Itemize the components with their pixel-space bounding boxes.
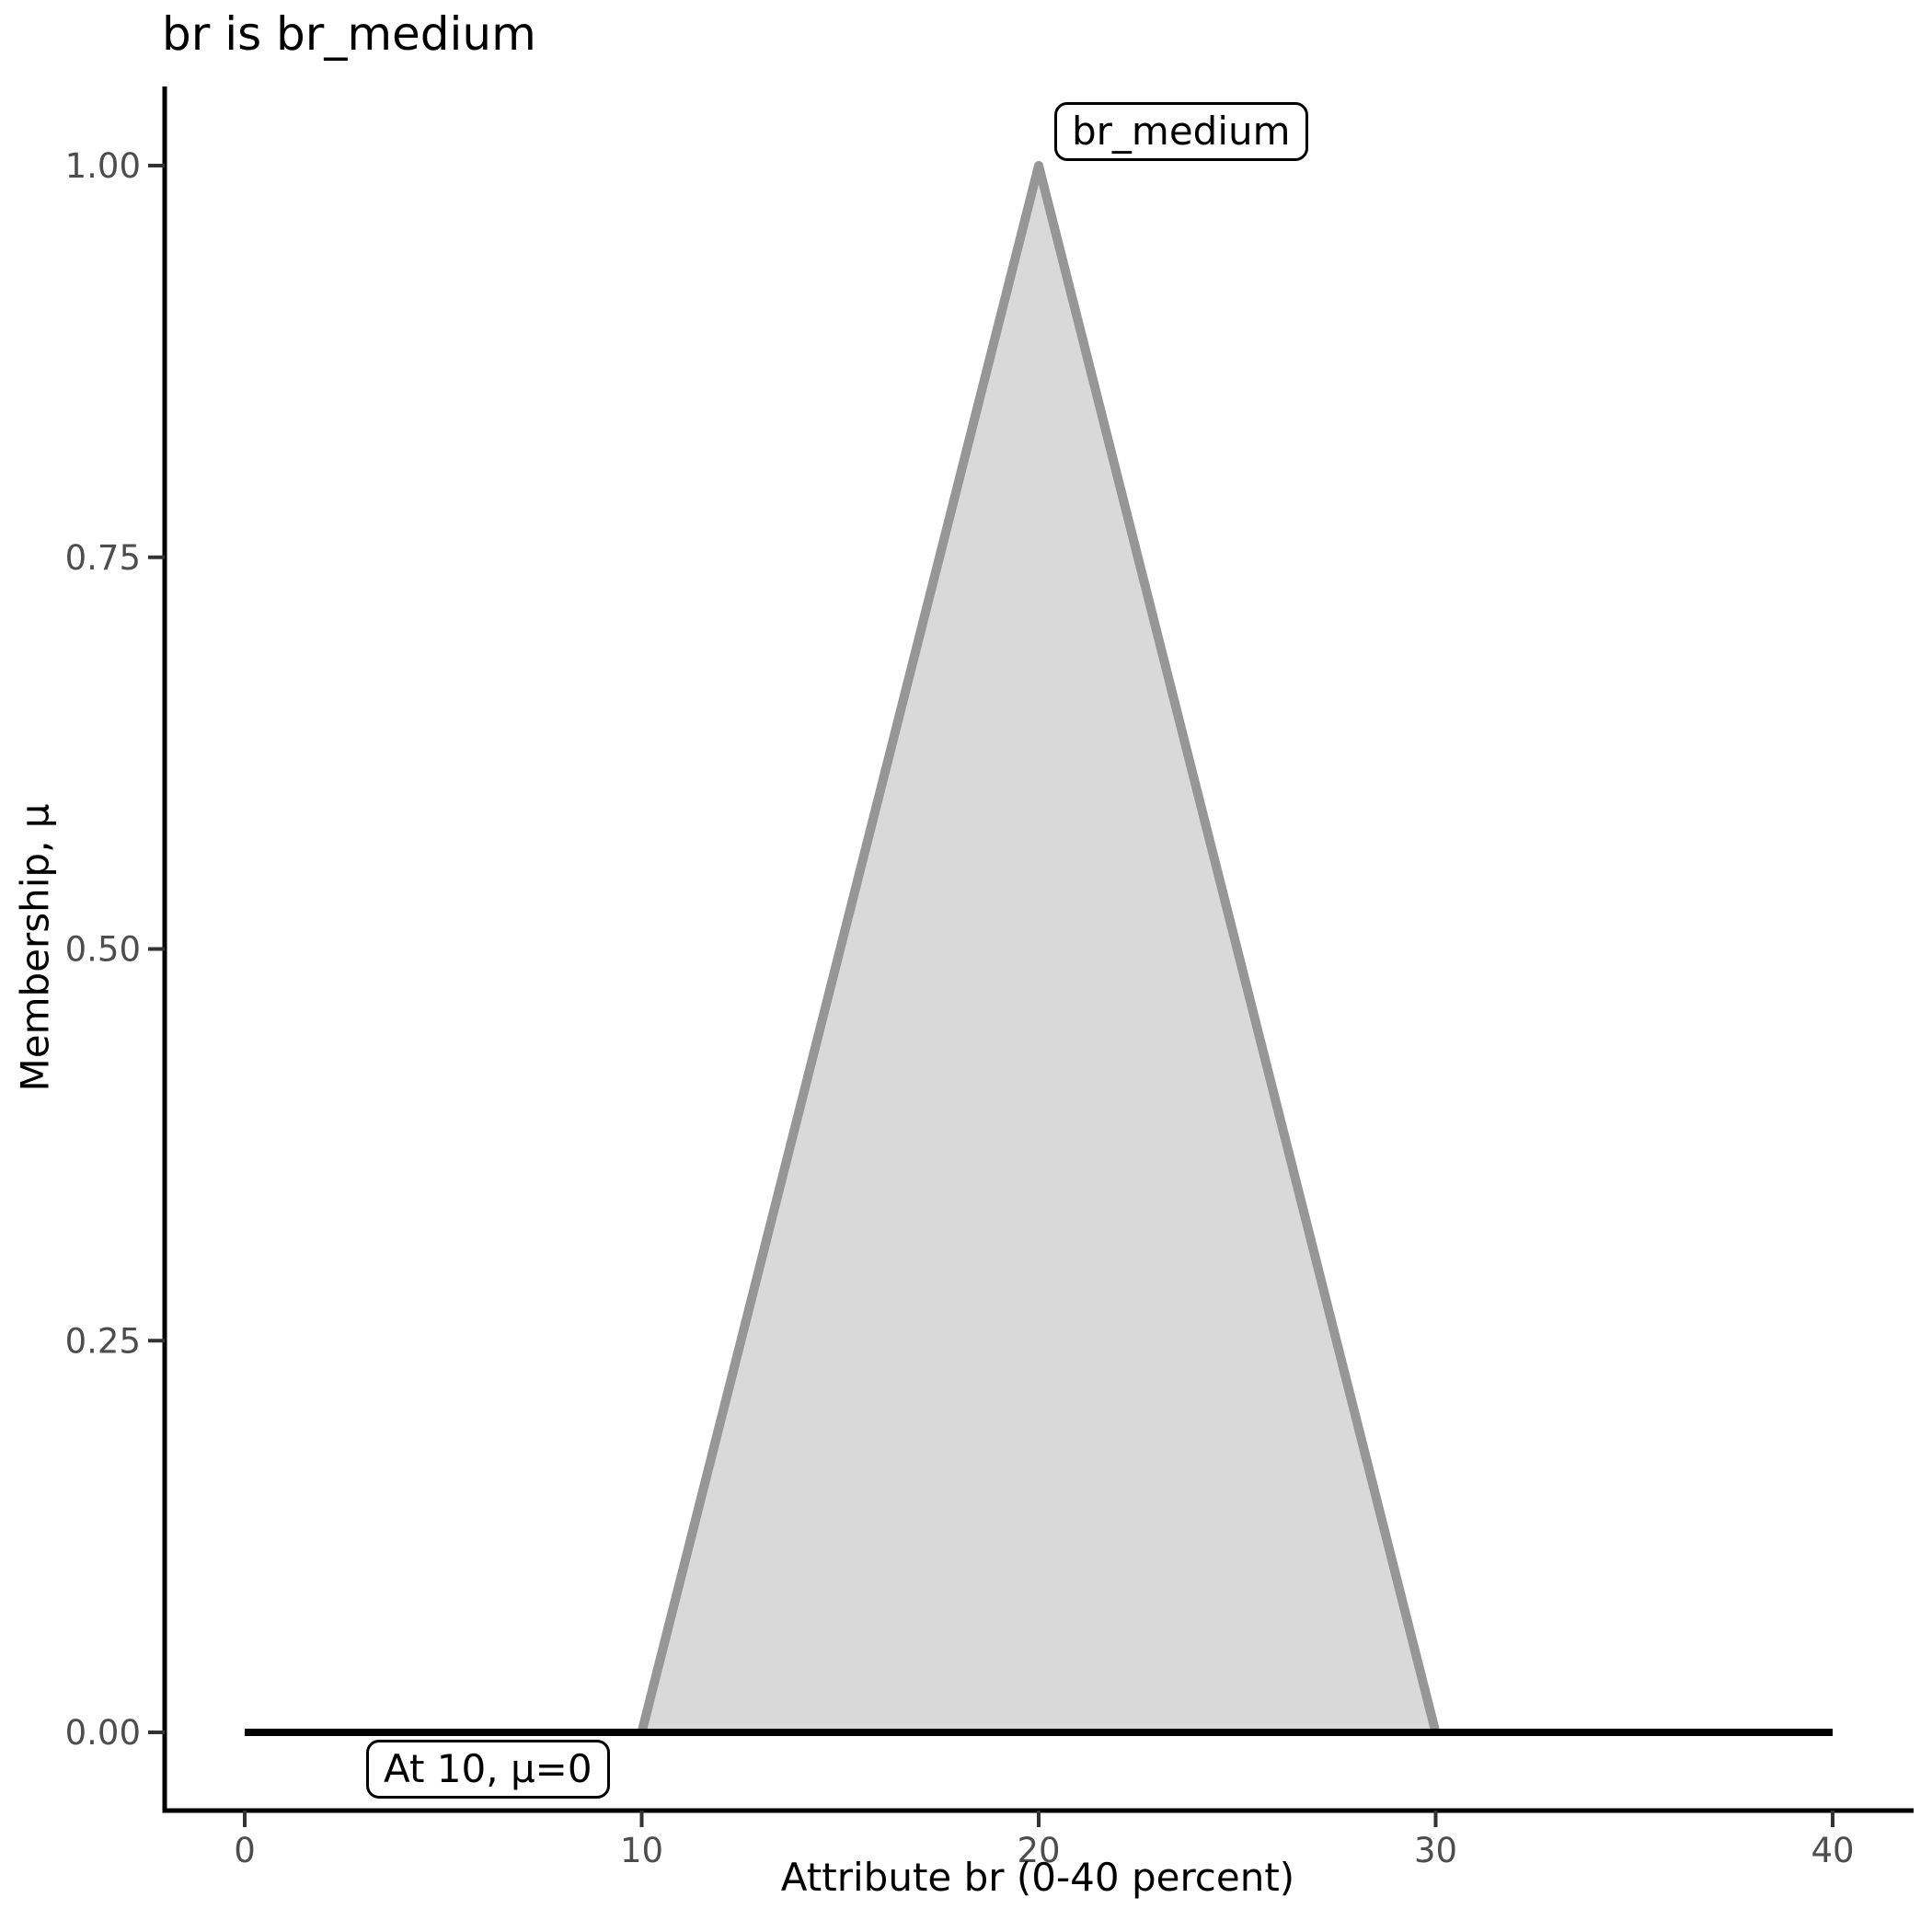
x-tick-label: 10: [620, 1831, 663, 1870]
y-tick-label: 0.25: [65, 1321, 141, 1361]
annotation-at-10-label: At 10, μ=0: [366, 1740, 610, 1800]
x-tick-label: 30: [1414, 1831, 1457, 1870]
x-axis-title: Attribute br (0-40 percent): [780, 1855, 1295, 1900]
membership-outline: [637, 161, 1441, 1734]
y-tick-label: 0.50: [65, 930, 141, 970]
annotation-br-medium-label: br_medium: [1054, 102, 1308, 162]
x-tick-label: 0: [234, 1831, 256, 1870]
y-tick-label: 0.75: [65, 538, 141, 578]
y-axis-title: Membership, μ: [12, 803, 58, 1092]
y-tick-label: 0.00: [65, 1713, 141, 1753]
x-tick-label: 40: [1811, 1831, 1854, 1870]
y-tick-label: 1.00: [65, 146, 141, 186]
membership-polygon: [641, 166, 1436, 1732]
chart-title: br is br_medium: [162, 7, 536, 61]
x-tick-label: 20: [1017, 1831, 1060, 1870]
